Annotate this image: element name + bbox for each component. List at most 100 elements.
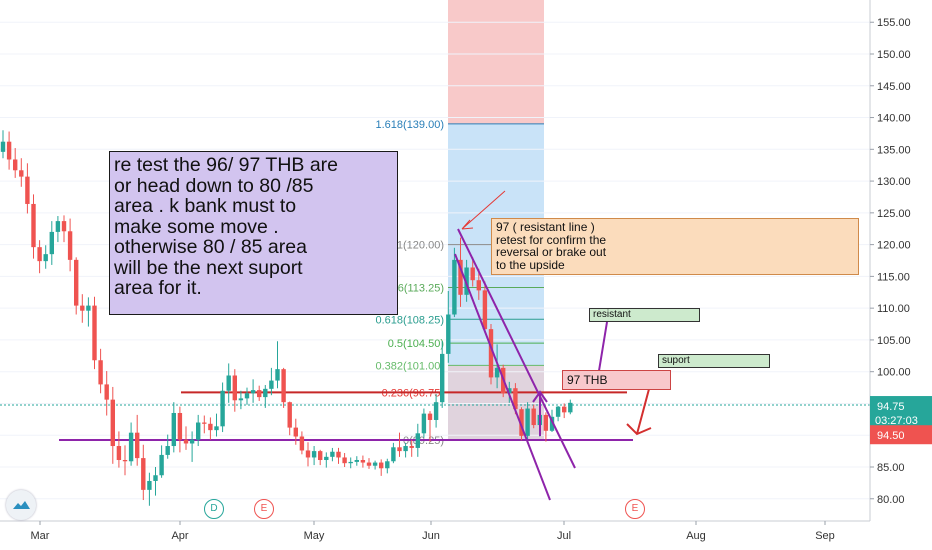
candle-body[interactable] (488, 329, 494, 378)
candle-body[interactable] (531, 408, 536, 426)
support-label[interactable]: suport (658, 354, 770, 368)
candle-body[interactable] (86, 305, 91, 311)
candle-body[interactable] (269, 380, 274, 389)
resistance-note[interactable]: 97 ( resistant line ) retest for confirm… (491, 218, 859, 275)
candle-body[interactable] (433, 402, 439, 420)
candle-body[interactable] (147, 480, 152, 490)
candle-body[interactable] (476, 280, 481, 291)
candle-body[interactable] (555, 406, 561, 417)
candle-body[interactable] (452, 259, 457, 315)
candle-body[interactable] (482, 290, 488, 330)
dividend-event-badge[interactable]: D (204, 499, 224, 519)
candle-body[interactable] (110, 399, 115, 447)
candle-body[interactable] (281, 369, 286, 403)
candle-body[interactable] (336, 451, 341, 458)
candle-body[interactable] (189, 439, 195, 444)
candle-body[interactable] (104, 384, 109, 400)
candle-body[interactable] (568, 402, 573, 413)
last-price-tag[interactable] (870, 396, 932, 429)
candle-body[interactable] (403, 446, 408, 452)
candle-body[interactable] (318, 451, 323, 461)
candle-body[interactable] (153, 475, 158, 481)
candle-body[interactable] (214, 426, 219, 431)
candle-body[interactable] (250, 390, 256, 394)
tradingview-logo-icon[interactable] (6, 490, 36, 520)
candle-body[interactable] (470, 267, 475, 281)
candle-body[interactable] (354, 460, 359, 462)
candle-body[interactable] (80, 305, 85, 311)
candle-body[interactable] (177, 412, 183, 440)
candle-body[interactable] (232, 375, 237, 401)
candle-body[interactable] (385, 461, 390, 469)
candle-body[interactable] (458, 259, 463, 295)
candle-body[interactable] (55, 221, 61, 232)
candle-body[interactable] (165, 446, 170, 455)
candle-body[interactable] (31, 203, 36, 248)
candle-body[interactable] (171, 412, 176, 447)
candle-body[interactable] (366, 462, 372, 466)
time-axis[interactable] (0, 521, 932, 550)
candle-body[interactable] (287, 402, 292, 428)
candle-body[interactable] (372, 462, 378, 466)
candle-body[interactable] (415, 433, 420, 448)
candle-body[interactable] (257, 390, 262, 398)
candle-body[interactable] (549, 416, 555, 431)
candle-body[interactable] (446, 314, 451, 354)
candle-body[interactable] (494, 367, 500, 378)
candle-body[interactable] (397, 447, 402, 452)
candle-body[interactable] (275, 369, 280, 381)
candle-body[interactable] (116, 446, 122, 461)
price-tag-97[interactable]: 97 THB (562, 370, 671, 390)
channel-lower-line[interactable] (454, 253, 551, 501)
candle-body[interactable] (311, 451, 317, 458)
candle-body[interactable] (25, 176, 30, 204)
candle-body[interactable] (49, 231, 54, 255)
candle-body[interactable] (244, 393, 250, 399)
candle-body[interactable] (43, 254, 48, 262)
candle-body[interactable] (379, 462, 384, 469)
earnings-event-badge[interactable]: E (254, 499, 274, 519)
candle-body[interactable] (208, 423, 213, 431)
analysis-note[interactable]: re test the 96/ 97 THB are or head down … (109, 151, 398, 315)
candle-body[interactable] (464, 267, 469, 295)
candle-body[interactable] (409, 446, 414, 448)
candle-body[interactable] (562, 406, 567, 413)
candle-body[interactable] (293, 427, 298, 437)
candle-body[interactable] (74, 259, 79, 306)
candle-body[interactable] (324, 456, 329, 461)
candle-body[interactable] (0, 141, 6, 152)
candle-body[interactable] (513, 388, 518, 410)
candle-body[interactable] (19, 170, 24, 177)
candle-body[interactable] (128, 432, 134, 462)
candle-body[interactable] (183, 439, 189, 444)
candle-body[interactable] (330, 451, 335, 457)
candle-body[interactable] (61, 221, 67, 232)
candle-body[interactable] (6, 141, 12, 160)
candle-body[interactable] (263, 388, 268, 398)
price-axis[interactable] (870, 0, 932, 550)
candle-body[interactable] (196, 422, 201, 440)
candle-body[interactable] (238, 398, 244, 401)
candle-body[interactable] (305, 450, 311, 458)
candle-body[interactable] (440, 353, 445, 403)
bid-price-tag[interactable] (870, 425, 932, 445)
candle-body[interactable] (92, 305, 97, 361)
candle-body[interactable] (507, 388, 512, 394)
candle-body[interactable] (202, 422, 207, 424)
candle-body[interactable] (543, 414, 549, 431)
candle-body[interactable] (299, 436, 305, 451)
channel-upper-line[interactable] (457, 228, 576, 469)
candle-body[interactable] (135, 432, 140, 459)
candle-body[interactable] (13, 159, 18, 171)
candle-body[interactable] (220, 390, 225, 427)
candle-body[interactable] (421, 413, 427, 434)
candle-body[interactable] (360, 460, 366, 463)
candle-body[interactable] (391, 447, 396, 462)
candle-body[interactable] (37, 247, 42, 262)
earnings-event-badge[interactable]: E (625, 499, 645, 519)
candle-body[interactable] (427, 413, 433, 420)
candle-body[interactable] (226, 375, 231, 391)
candle-body[interactable] (519, 409, 524, 436)
candle-body[interactable] (67, 231, 73, 260)
